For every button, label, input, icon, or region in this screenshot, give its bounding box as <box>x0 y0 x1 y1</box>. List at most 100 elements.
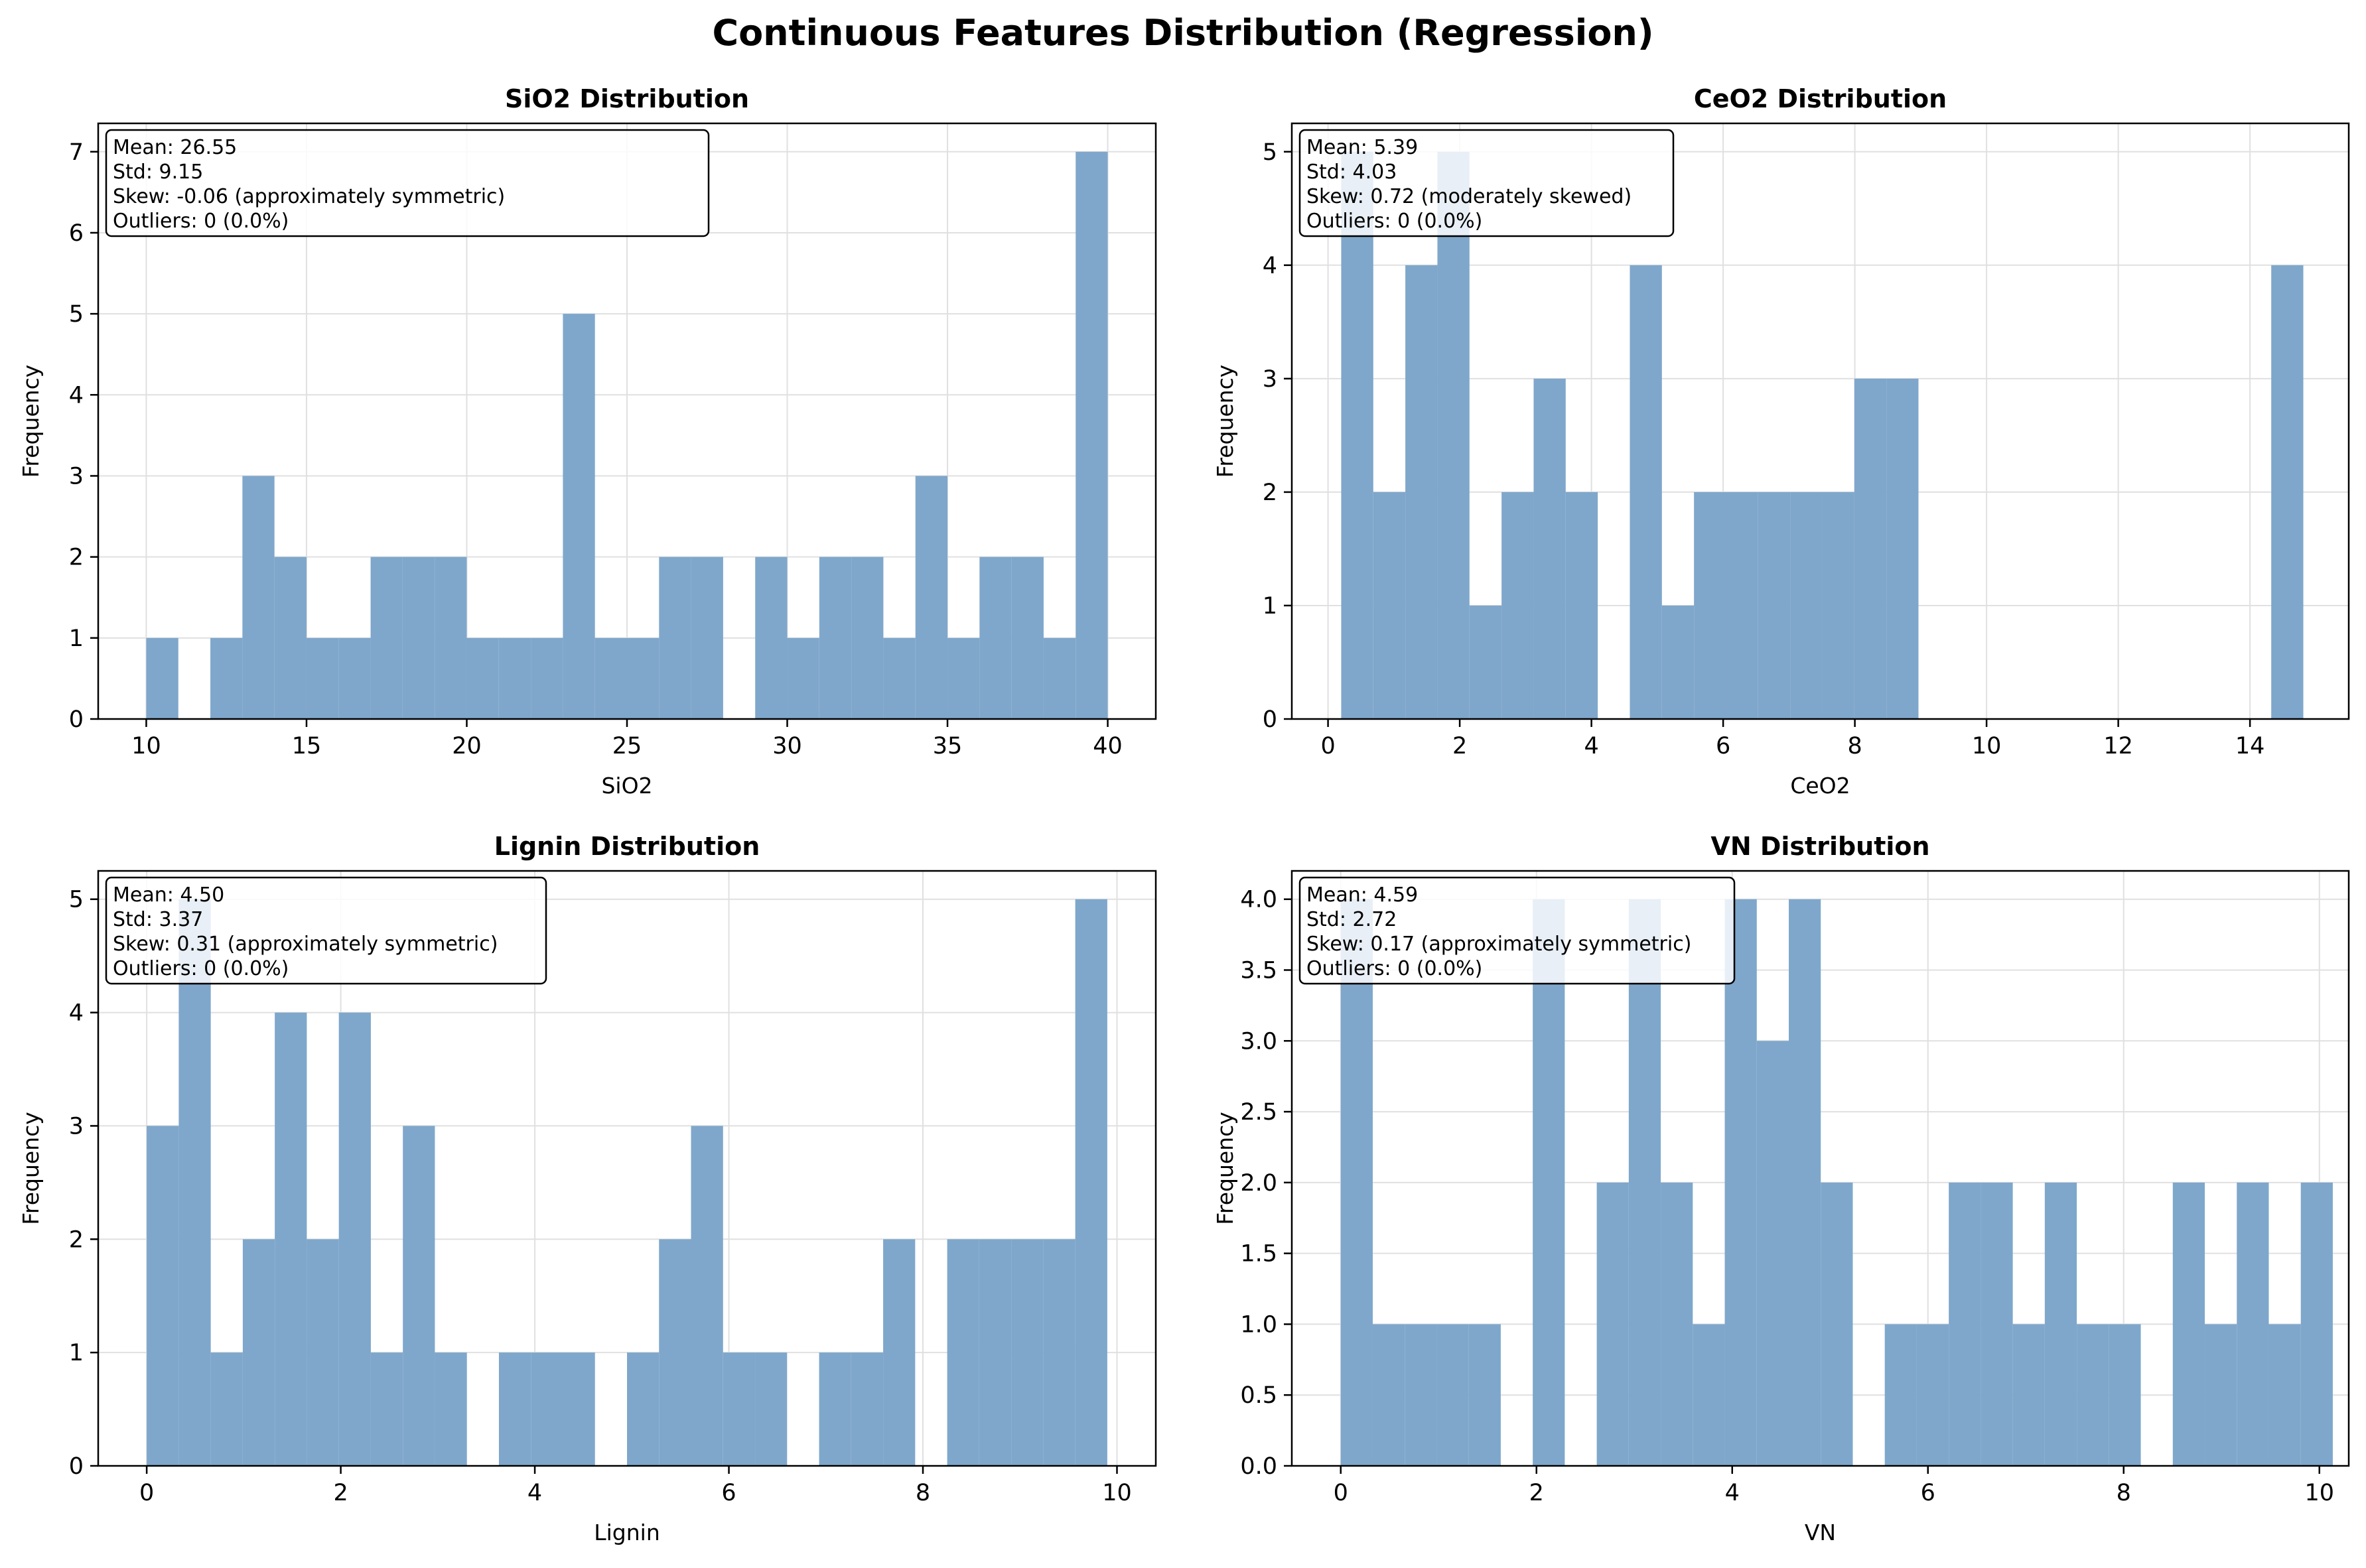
histogram-bar <box>1661 605 1695 719</box>
x-tick-label: 30 <box>772 733 802 759</box>
histogram-bar <box>1011 556 1044 719</box>
stats-box <box>1298 129 1675 237</box>
histogram-bar <box>1596 1182 1629 1466</box>
histogram-bar <box>594 637 627 719</box>
x-axis-label: CeO2 <box>1790 773 1850 799</box>
histogram-bar <box>1821 1182 1853 1466</box>
histogram-bar <box>659 1239 691 1466</box>
histogram-bar <box>1886 378 1919 719</box>
y-tick-label: 2.0 <box>1240 1170 1277 1197</box>
histogram-bar <box>691 556 723 719</box>
histogram-bar <box>1405 265 1438 719</box>
y-tick-label: 5 <box>69 301 84 328</box>
histogram-bar <box>370 1352 403 1466</box>
axes-frame <box>97 870 1157 1467</box>
histogram-bar <box>851 1352 884 1466</box>
x-tick-label: 8 <box>2117 1480 2131 1506</box>
histogram-bar <box>1661 1182 1693 1466</box>
histogram-bar <box>979 1239 1012 1466</box>
histogram-bar <box>723 1352 756 1466</box>
histogram-bar <box>338 1012 371 1466</box>
histogram-bar <box>1501 491 1534 719</box>
y-tick-label: 1 <box>69 1340 84 1366</box>
histogram-bar <box>819 556 852 719</box>
y-tick-label: 0 <box>69 706 84 733</box>
histogram-bar <box>2172 1182 2205 1466</box>
x-tick-label: 4 <box>1584 733 1598 759</box>
histogram-bar <box>2300 1182 2333 1466</box>
x-tick-label: 25 <box>612 733 642 759</box>
histogram-bar <box>1437 151 1470 719</box>
x-tick-label: 8 <box>916 1480 930 1506</box>
histogram-bar <box>1854 378 1887 719</box>
y-axis-label: Frequency <box>18 1112 44 1224</box>
x-tick-label: 8 <box>1847 733 1862 759</box>
stats-line: Skew: 0.31 (approximately symmetric) <box>113 933 498 956</box>
histogram-bar <box>210 637 243 719</box>
subplot-4: 0 2 4 6 8 10 0.0 0.5 1.0 1.5 2.0 2.5 3.0 3.5 4.0 VN Dis… <box>1212 832 2350 1545</box>
histogram-bar <box>755 1352 788 1466</box>
figure-title: Continuous Features Distribution (Regres… <box>712 12 1653 54</box>
y-axis-label: Frequency <box>1212 365 1238 478</box>
stats-line: Outliers: 0 (0.0%) <box>113 957 289 980</box>
histogram-bar <box>435 556 467 719</box>
stats-line: Outliers: 0 (0.0%) <box>1306 210 1482 233</box>
histogram-bar <box>1341 151 1373 719</box>
histogram-bar <box>947 1239 979 1466</box>
y-tick-label: 2 <box>69 1226 84 1253</box>
histogram-bar <box>1694 491 1726 719</box>
histogram-bar <box>1789 899 1821 1466</box>
subplot-title: Lignin Distribution <box>494 832 760 861</box>
histogram-bar <box>1916 1324 1949 1466</box>
x-tick-label: 12 <box>2103 733 2133 759</box>
histogram-bar <box>498 637 531 719</box>
y-tick-label: 4 <box>69 1000 84 1027</box>
histogram-bar <box>2237 1182 2269 1466</box>
histogram-bar <box>370 556 403 719</box>
y-tick-label: 3 <box>69 463 84 490</box>
y-tick-label: 4.0 <box>1240 887 1277 913</box>
histogram-bar <box>1372 1324 1405 1466</box>
x-tick-label: 20 <box>452 733 482 759</box>
stats-line: Mean: 4.59 <box>1306 883 1418 907</box>
y-tick-label: 2.5 <box>1240 1099 1277 1126</box>
histogram-bar <box>819 1352 851 1466</box>
y-tick-label: 2 <box>69 545 84 571</box>
histogram-bar <box>755 556 788 719</box>
histogram-bar <box>242 1239 275 1466</box>
y-tick-label: 4 <box>1263 253 1277 279</box>
x-tick-label: 6 <box>1921 1480 1935 1506</box>
x-tick-label: 10 <box>1102 1480 1132 1506</box>
x-tick-label: 6 <box>721 1480 736 1506</box>
x-tick-label: 2 <box>1529 1480 1544 1506</box>
subplot-3: 0 2 4 6 8 10 0 1 2 3 4 5 Lignin Distribution Lignin Fr… <box>18 832 1157 1545</box>
x-axis-label: SiO2 <box>601 773 652 799</box>
histogram-bar <box>851 556 884 719</box>
histogram-bar <box>1436 1324 1469 1466</box>
stats-line: Std: 4.03 <box>1306 161 1397 184</box>
histogram-bar <box>307 1239 339 1466</box>
histogram-bar <box>1756 1041 1789 1466</box>
y-tick-label: 5 <box>1263 139 1277 166</box>
histogram-bar <box>1981 1182 2013 1466</box>
histogram-bar <box>2268 1324 2301 1466</box>
y-tick-label: 1.0 <box>1240 1311 1277 1338</box>
histogram-bar <box>1822 491 1854 719</box>
y-tick-label: 0.0 <box>1240 1453 1277 1480</box>
y-tick-label: 1 <box>1263 593 1277 620</box>
y-tick-label: 3 <box>69 1113 84 1140</box>
histogram-bar <box>1726 491 1758 719</box>
y-tick-label: 3.5 <box>1240 958 1277 984</box>
histogram-bar <box>627 1352 660 1466</box>
y-axis-label: Frequency <box>18 365 44 478</box>
histogram-bar <box>1340 899 1373 1466</box>
histogram-bar <box>338 637 371 719</box>
histogram-bar <box>435 1352 467 1466</box>
histogram-bar <box>403 1126 435 1466</box>
histogram-bar <box>883 637 916 719</box>
x-tick-label: 4 <box>527 1480 542 1506</box>
histogram-bar <box>947 637 980 719</box>
histogram-bar <box>242 476 275 719</box>
histogram-bar <box>210 1352 243 1466</box>
y-tick-label: 5 <box>69 887 84 913</box>
